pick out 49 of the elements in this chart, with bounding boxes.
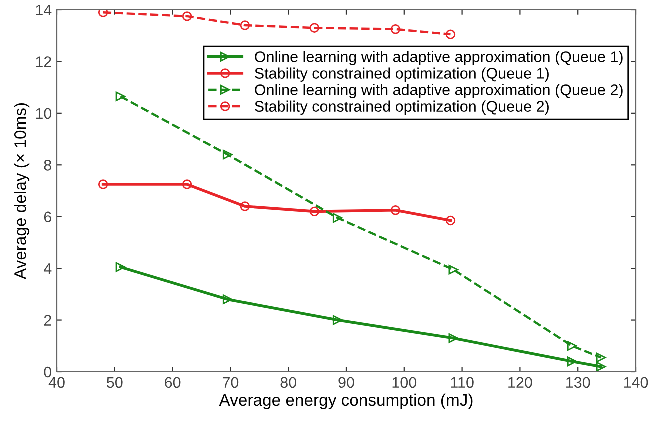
x-tick-label: 90 bbox=[338, 377, 354, 388]
x-tick-label: 70 bbox=[222, 377, 239, 388]
legend-label: Stability constrained optimization (Queue 2) bbox=[255, 100, 549, 116]
point bbox=[98, 10, 108, 18]
point bbox=[240, 20, 250, 30]
point bbox=[310, 206, 320, 217]
point bbox=[446, 216, 456, 226]
x-tick-label: 60 bbox=[165, 377, 181, 388]
x-tick-label: 130 bbox=[566, 377, 590, 388]
point bbox=[182, 180, 192, 190]
point bbox=[240, 202, 250, 212]
point bbox=[596, 362, 606, 372]
point bbox=[390, 24, 401, 34]
y-tick-label: 12 bbox=[36, 56, 52, 68]
legend-label: Stability constrained optimization (Queue 1) bbox=[255, 68, 549, 82]
y-axis-title: Average delay (× 10ms) bbox=[14, 103, 30, 280]
x-tick-label: 40 bbox=[48, 377, 65, 388]
point bbox=[222, 150, 233, 160]
y-tick-label: 8 bbox=[44, 160, 52, 171]
y-tick-label: 4 bbox=[44, 264, 52, 274]
point bbox=[567, 341, 578, 352]
point bbox=[182, 12, 192, 22]
x-axis-title: Average energy consumption (mJ) bbox=[219, 394, 473, 410]
point bbox=[448, 334, 458, 344]
point bbox=[116, 262, 126, 272]
y-tick-label: 14 bbox=[36, 5, 52, 16]
point bbox=[446, 30, 456, 40]
legend-label: Online learning with adaptive approximation (Queue 2) bbox=[255, 84, 623, 98]
point bbox=[116, 92, 126, 102]
y-tick-label: 2 bbox=[44, 315, 52, 326]
point bbox=[390, 206, 401, 216]
point bbox=[332, 213, 343, 224]
x-tick-label: 100 bbox=[392, 377, 417, 388]
point bbox=[332, 315, 343, 326]
x-tick-label: 120 bbox=[508, 377, 532, 388]
point bbox=[448, 265, 458, 275]
y-tick-label: 10 bbox=[36, 108, 52, 120]
point bbox=[98, 180, 108, 190]
point bbox=[567, 356, 578, 367]
legend-label: Online learning with adaptive approximation (Queue 1) bbox=[255, 51, 623, 66]
point bbox=[596, 352, 606, 363]
y-tick-label: 6 bbox=[44, 212, 52, 223]
x-tick-label: 140 bbox=[624, 377, 648, 388]
x-tick-label: 50 bbox=[107, 377, 123, 388]
point bbox=[222, 294, 233, 304]
y-tick-label: 0 bbox=[44, 366, 52, 378]
x-tick-label: 110 bbox=[451, 377, 474, 388]
x-tick-label: 80 bbox=[280, 377, 296, 388]
point bbox=[310, 23, 320, 33]
